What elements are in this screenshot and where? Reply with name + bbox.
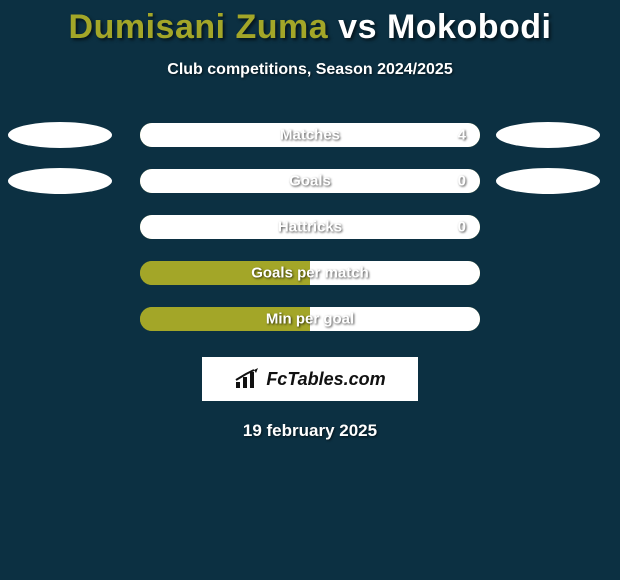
stat-rows: Matches 4 Goals 0 Hattricks 0 Goals per match M…: [0, 123, 620, 331]
stat-row: Min per goal: [0, 307, 620, 331]
stat-value-right: 0: [458, 173, 466, 190]
stat-bar: Matches 4: [140, 123, 480, 147]
logo-text: FcTables.com: [266, 369, 385, 390]
stat-bar: Goals per match: [140, 261, 480, 285]
stat-bar: Goals 0: [140, 169, 480, 193]
chart-icon: [234, 368, 260, 390]
logo-box: FcTables.com: [202, 357, 418, 401]
stat-label: Matches: [280, 127, 340, 144]
stat-bar: Min per goal: [140, 307, 480, 331]
stat-value-right: 4: [458, 127, 466, 144]
stat-row: Goals per match: [0, 261, 620, 285]
stat-label: Hattricks: [278, 219, 342, 236]
stat-row: Matches 4: [0, 123, 620, 147]
ellipse-right: [496, 122, 600, 148]
ellipse-left: [8, 122, 112, 148]
comparison-title: Dumisani Zuma vs Mokobodi: [0, 0, 620, 47]
ellipse-left: [8, 168, 112, 194]
date-text: 19 february 2025: [0, 421, 620, 441]
vs-text: vs: [338, 8, 377, 46]
subtitle: Club competitions, Season 2024/2025: [0, 61, 620, 79]
player2-name: Mokobodi: [387, 8, 552, 46]
fctables-logo: FcTables.com: [234, 368, 385, 390]
player1-name: Dumisani Zuma: [69, 8, 329, 46]
stat-value-right: 0: [458, 219, 466, 236]
ellipse-right: [496, 168, 600, 194]
stat-bar: Hattricks 0: [140, 215, 480, 239]
stat-label: Min per goal: [266, 311, 354, 328]
stat-row: Hattricks 0: [0, 215, 620, 239]
stat-row: Goals 0: [0, 169, 620, 193]
stat-label: Goals per match: [251, 265, 369, 282]
stat-label: Goals: [289, 173, 331, 190]
